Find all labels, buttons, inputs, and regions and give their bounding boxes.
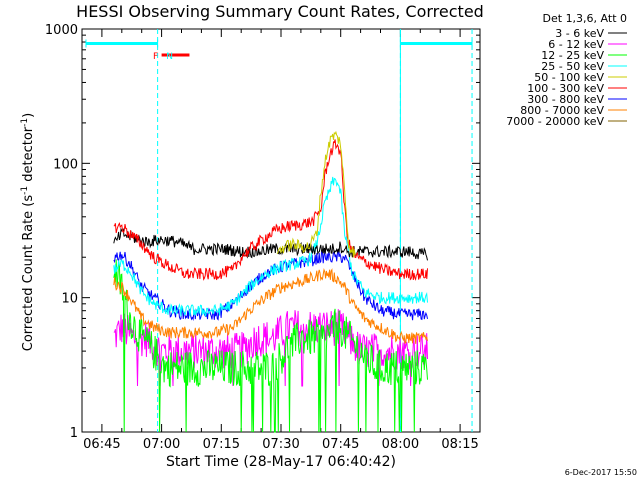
x-tick-label: 07:00: [143, 437, 180, 452]
legend-label: 300 - 800 keV: [527, 93, 604, 106]
footer-timestamp: 6-Dec-2017 15:50: [565, 468, 637, 477]
legend-label: 12 - 25 keV: [541, 49, 604, 62]
y-tick-label: 10: [61, 292, 78, 307]
x-tick-label: 07:45: [322, 437, 359, 452]
x-tick-label: 07:30: [262, 437, 299, 452]
legend-label: 7000 - 20000 keV: [506, 115, 604, 128]
x-tick-label: 07:15: [203, 437, 240, 452]
y-axis-label: Corrected Count Rate (s-1 detector-1): [20, 113, 36, 351]
chart-title: HESSI Observing Summary Count Rates, Cor…: [76, 2, 484, 21]
series-line: [276, 130, 357, 258]
x-tick-label: 08:00: [382, 437, 419, 452]
flag-label: N: [166, 52, 173, 62]
series-line: [113, 309, 428, 387]
legend-label: 800 - 7000 keV: [520, 104, 604, 117]
legend-label: 50 - 100 keV: [534, 71, 604, 84]
legend-label: 100 - 300 keV: [527, 82, 604, 95]
series-line: [113, 176, 428, 317]
plot-frame: [81, 28, 481, 433]
x-axis-ticks: 06:45 07:00 07:15 07:30 07:45 08:00 08:15: [81, 29, 481, 452]
series-line: [113, 139, 428, 281]
x-axis-label: Start Time (28-May-17 06:40:42): [166, 454, 396, 470]
series-line: [113, 268, 428, 344]
y-axis-ticks: 1 10 100 1000: [45, 23, 480, 441]
series-line: [113, 259, 428, 433]
y-tick-label: 1000: [45, 23, 78, 38]
x-tick-label: 08:15: [441, 437, 478, 452]
legend-label: 3 - 6 keV: [555, 27, 604, 40]
series-layer: [113, 130, 428, 433]
series-line: [113, 227, 428, 261]
series-line: [113, 250, 428, 321]
y-tick-label: 1: [70, 426, 78, 441]
y-tick-label: 100: [53, 157, 78, 172]
flag-label: F: [153, 52, 158, 62]
legend-header: Det 1,3,6, Att 0: [543, 12, 627, 25]
x-tick-label: 06:45: [83, 437, 120, 452]
plot-area: 06:45 07:00 07:15 07:30 07:45 08:00 08:15 1101…: [45, 23, 481, 452]
legend-label: 6 - 12 keV: [548, 38, 604, 51]
legend-label: 25 - 50 keV: [541, 60, 604, 73]
